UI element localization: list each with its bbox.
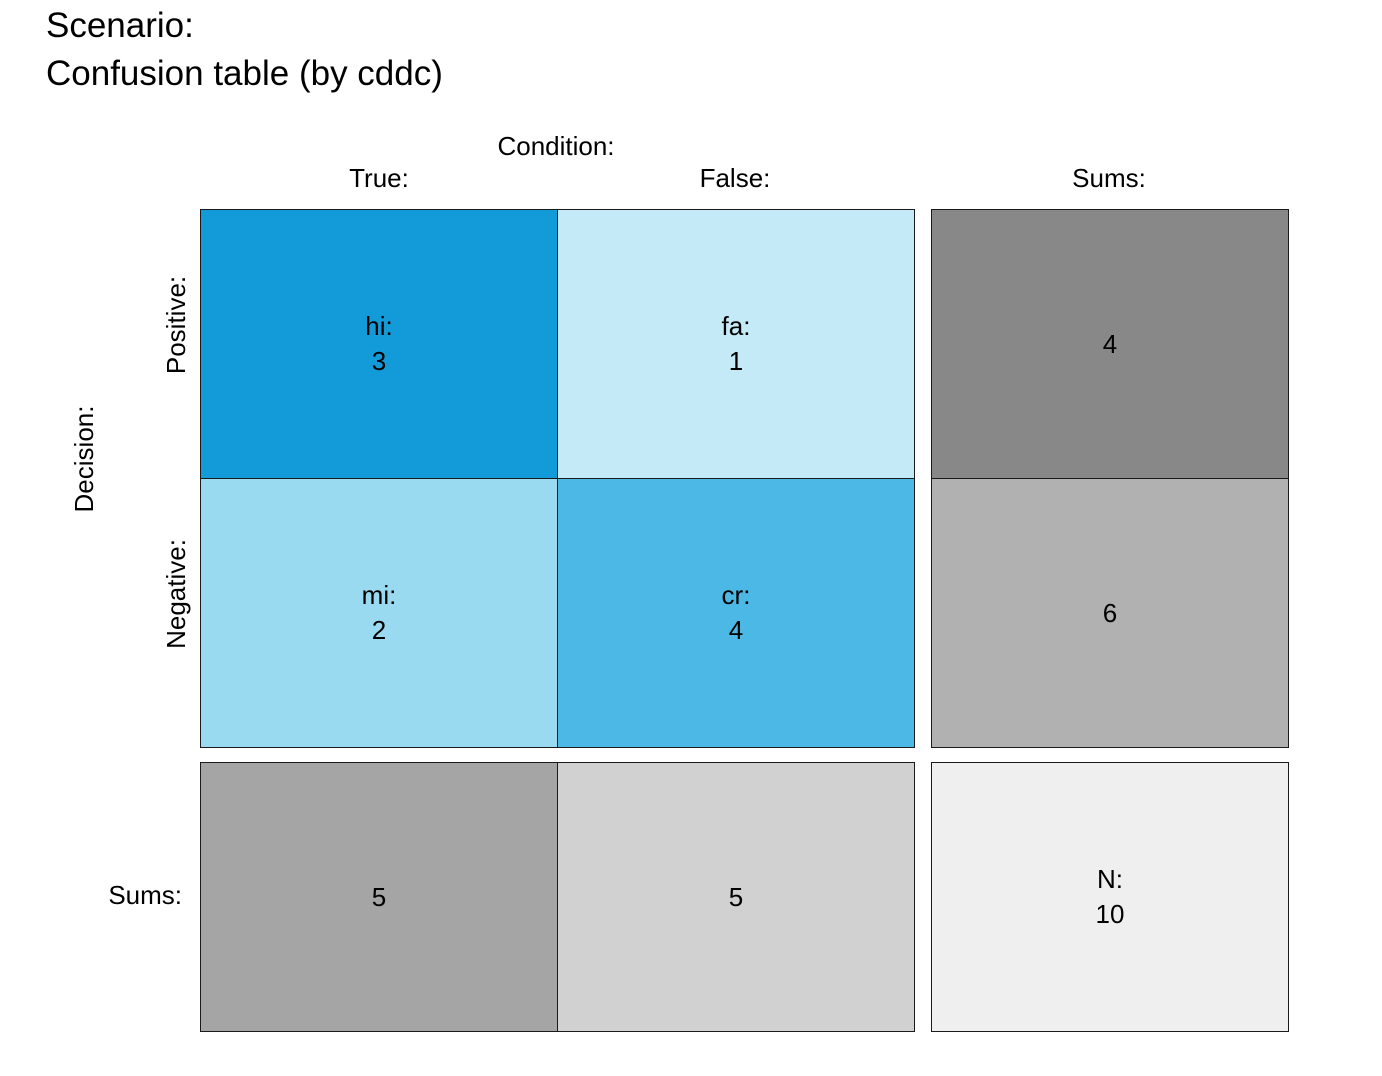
cell-sum-positive-value: 4 <box>1102 328 1118 359</box>
column-header-sums: Sums: <box>1072 163 1146 193</box>
row-header-positive: Positive: <box>161 275 191 375</box>
cell-total-label: N: <box>1097 864 1123 894</box>
decision-label: Decision: <box>69 405 99 513</box>
cell-cr: cr: 4 <box>557 478 915 748</box>
condition-label: Condition: <box>497 131 615 161</box>
cell-sum-true: 5 <box>200 762 558 1032</box>
cell-cr-label: cr: <box>721 580 751 610</box>
scenario-label: Scenario: <box>46 6 194 45</box>
cell-sum-true-value: 5 <box>371 881 387 912</box>
cell-sum-negative: 6 <box>931 478 1289 748</box>
cell-sum-false-value: 5 <box>728 881 744 912</box>
cell-mi-value: 2 <box>371 615 387 645</box>
cell-total: N: 10 <box>931 762 1289 1032</box>
cell-cr-value: 4 <box>728 615 744 645</box>
chart-title: Confusion table (by cddc) <box>46 54 443 93</box>
cell-hi-value: 3 <box>371 346 387 376</box>
row-header-sums: Sums: <box>108 880 182 910</box>
cell-hi: hi: 3 <box>200 209 558 479</box>
cell-hi-label: hi: <box>365 311 393 341</box>
column-header-true: True: <box>349 163 409 193</box>
cell-fa: fa: 1 <box>557 209 915 479</box>
cell-mi-label: mi: <box>361 580 397 610</box>
cell-fa-value: 1 <box>728 346 744 376</box>
cell-mi: mi: 2 <box>200 478 558 748</box>
cell-fa-label: fa: <box>721 311 751 341</box>
cell-total-value: 10 <box>1095 899 1125 929</box>
column-header-false: False: <box>699 163 771 193</box>
cell-sum-negative-value: 6 <box>1102 597 1118 628</box>
cell-sum-false: 5 <box>557 762 915 1032</box>
cell-sum-positive: 4 <box>931 209 1289 479</box>
row-header-negative: Negative: <box>161 539 191 649</box>
